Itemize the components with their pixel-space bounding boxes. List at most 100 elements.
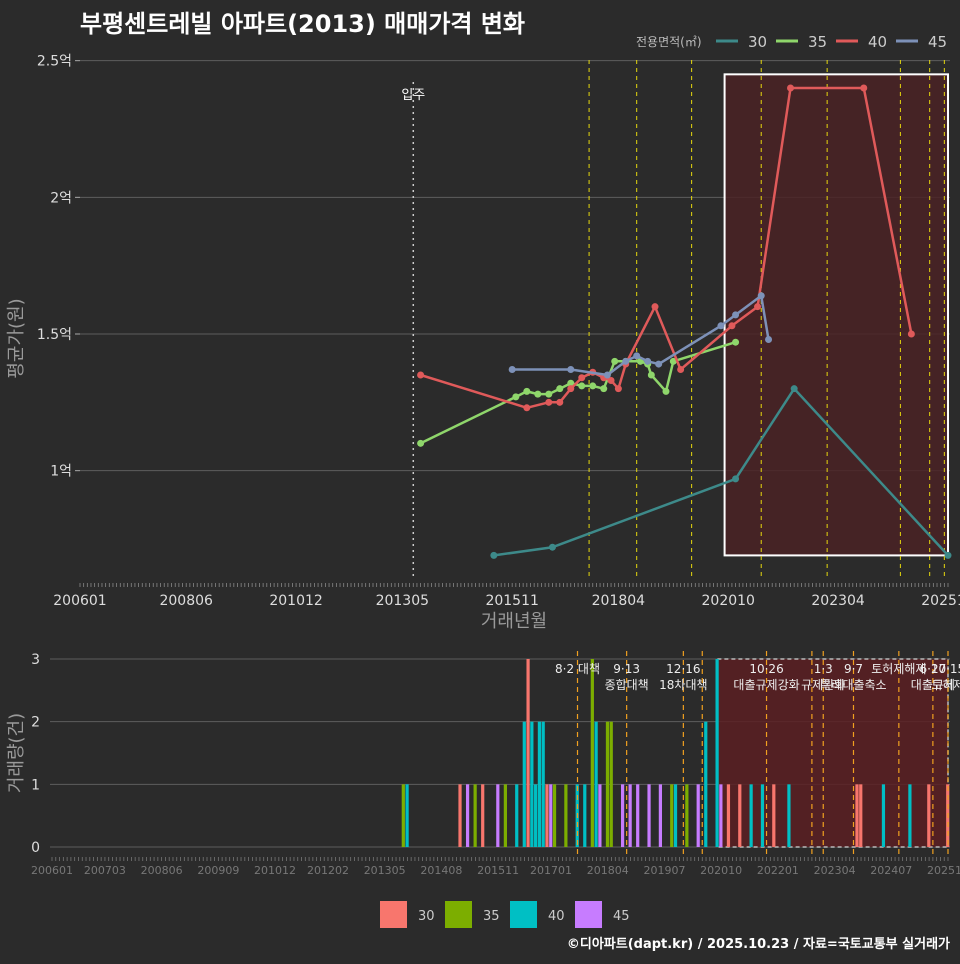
policy-label-line: 10·15	[931, 662, 960, 676]
bar-x-tick-label: 201701	[530, 864, 572, 877]
volume-bar-35	[605, 721, 610, 847]
volume-bar-40	[749, 784, 753, 847]
bar-y-tick-label: 1	[31, 777, 40, 793]
bar-legend-swatch-35	[445, 901, 472, 928]
policy-label: 10·26 대출규제강화	[733, 662, 799, 692]
volume-bar-30	[772, 784, 776, 847]
data-point-45	[633, 352, 641, 360]
data-point-35	[512, 393, 520, 401]
bar-x-tick-label: 201804	[587, 864, 629, 877]
y-axis-title: 평균가(원)	[6, 298, 27, 378]
volume-bar-30	[526, 659, 530, 847]
volume-bar-30	[545, 784, 549, 847]
x-tick-label: 201012	[269, 593, 322, 609]
data-point-30	[490, 551, 498, 559]
data-point-40	[787, 84, 795, 92]
volume-bar-30	[927, 784, 931, 847]
data-point-40	[614, 385, 622, 393]
volume-bar-35	[609, 721, 613, 847]
volume-bar-30	[458, 784, 462, 847]
bar-x-tick-label: 200806	[141, 864, 183, 877]
policy-label-line: 12·16	[666, 662, 700, 676]
policy-label: 10·15 토허제	[931, 662, 960, 692]
data-point-40	[545, 398, 553, 406]
bar-legend-swatch-40	[510, 901, 537, 928]
policy-label: 9·13 종합대책	[605, 662, 649, 692]
policy-label: 토허제해제	[871, 662, 926, 676]
policy-label-line: 대출규제강화	[733, 678, 799, 692]
volume-bar-40	[534, 784, 538, 847]
policy-label-line: 토허제해제	[871, 662, 926, 676]
x-tick-label: 200806	[159, 593, 213, 609]
data-point-40	[860, 84, 868, 92]
data-point-40	[754, 303, 762, 311]
volume-bar-40	[405, 784, 409, 847]
policy-label-line: 18차대책	[659, 677, 707, 692]
legend-label-30: 30	[748, 33, 767, 51]
highlight-box	[723, 73, 949, 557]
data-point-45	[567, 366, 575, 374]
bar-legend-label-35: 35	[483, 909, 500, 924]
volume-bar-45	[719, 784, 723, 847]
policy-label-line: 특례대출축소	[820, 678, 886, 692]
x-tick-label: 202304	[811, 593, 865, 609]
volume-bar-35	[590, 659, 594, 847]
data-point-35	[578, 382, 586, 390]
bar-x-tick-label: 201305	[364, 864, 406, 877]
bar-x-tick-label: 200601	[31, 864, 73, 877]
volume-bar-30	[855, 784, 859, 847]
legend-label-45: 45	[928, 33, 947, 51]
y-tick-label: 1.5억	[37, 327, 72, 343]
volume-bar-35	[503, 784, 507, 847]
bar-legend-label-45: 45	[613, 909, 630, 924]
volume-bar-45	[598, 784, 602, 847]
bar-x-tick-label: 201012	[254, 864, 296, 877]
policy-label-line: 종합대책	[605, 677, 649, 692]
data-point-35	[647, 371, 655, 379]
policy-label-line: 대출규제	[911, 678, 955, 692]
volume-bar-35	[401, 784, 405, 847]
volume-bar-45	[658, 784, 662, 847]
chart-title: 부평센트레빌 아파트(2013) 매매가격 변화	[80, 10, 525, 38]
x-tick-label: 202010	[702, 593, 755, 609]
data-point-40	[651, 303, 659, 311]
data-point-35	[732, 338, 740, 346]
x-tick-label: 201511	[485, 593, 538, 609]
policy-label-line: 1·3	[814, 662, 833, 676]
data-point-40	[728, 322, 736, 330]
data-point-35	[662, 387, 670, 395]
bar-x-tick-label: 201408	[420, 864, 462, 877]
y-tick-label: 1억	[50, 464, 72, 480]
move-in-label: 입주	[401, 88, 425, 103]
data-point-45	[757, 292, 765, 300]
volume-bar-45	[549, 784, 553, 847]
bar-legend-label-30: 30	[418, 909, 435, 924]
legend-label-40: 40	[868, 33, 887, 51]
policy-label-line: 9·7	[844, 662, 863, 676]
volume-bar-40	[881, 784, 886, 847]
policy-label-line: 토허제	[931, 678, 960, 692]
data-point-45	[622, 357, 630, 365]
data-point-35	[534, 390, 542, 398]
data-point-35	[523, 387, 531, 395]
x-axis-title: 거래년월	[481, 611, 547, 632]
bar-x-tick-label: 200703	[84, 864, 126, 877]
volume-bar-30	[859, 784, 863, 847]
data-point-35	[589, 382, 597, 390]
data-point-40	[556, 398, 564, 406]
policy-label: 8·2 대책	[555, 661, 600, 676]
data-point-40	[607, 376, 615, 384]
volume-bar-45	[647, 784, 651, 847]
data-point-45	[508, 366, 516, 374]
data-point-30	[548, 543, 556, 551]
policy-label-line: 6·27	[920, 662, 947, 676]
volume-bar-35	[564, 784, 568, 847]
data-point-35	[600, 385, 608, 393]
policy-label-line: 10·26	[749, 662, 783, 676]
bar-x-tick-label: 201202	[307, 864, 349, 877]
volume-bar-40	[673, 784, 678, 847]
volume-bar-40	[515, 784, 519, 847]
volume-bar-45	[696, 784, 700, 847]
data-point-40	[677, 366, 685, 374]
